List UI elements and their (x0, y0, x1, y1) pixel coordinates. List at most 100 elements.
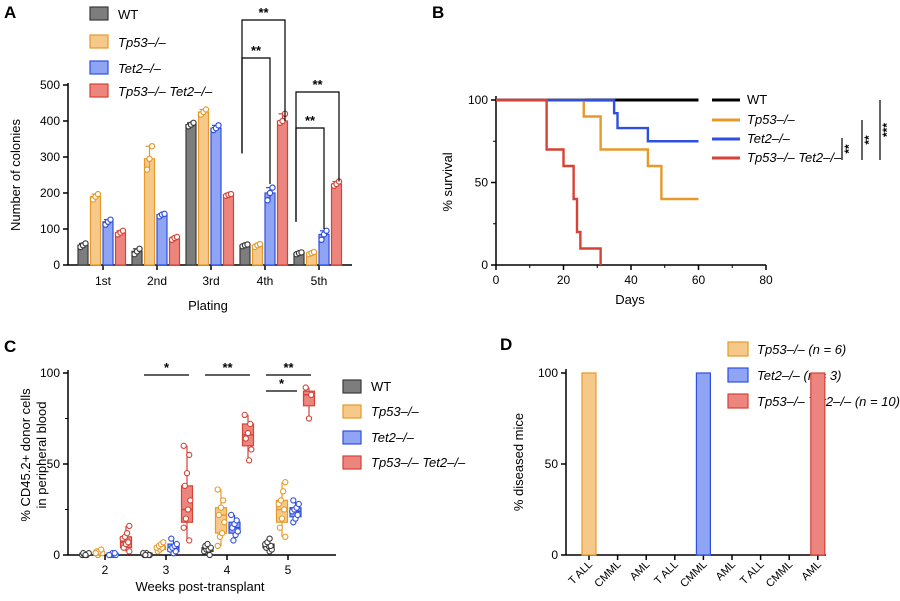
panel-a-point (143, 166, 151, 173)
panel-c-xtick-label: 5 (285, 563, 292, 577)
panel-b-xtick-label: 0 (493, 273, 500, 287)
legend-b-tet2: Tet2–/– (747, 131, 791, 146)
legend-d-dko: Tp53–/– Tet2–/– (n = 10) (757, 394, 900, 409)
panel-c-point (173, 540, 180, 548)
panel-a-point (279, 117, 286, 125)
panel-c-xtick-label: 4 (224, 563, 231, 577)
panel-c-point (214, 486, 221, 493)
panel-a-point (148, 142, 156, 150)
panel-a-point (227, 190, 235, 198)
panel-a-sig-label: ** (305, 113, 316, 128)
panel-c-point (234, 528, 241, 535)
panel-c-point (111, 550, 118, 557)
legend-swatch-wt (89, 6, 109, 21)
panel-d-ylabel: % diseased mice (511, 413, 526, 511)
panel-d-ytick-label: 50 (545, 457, 559, 471)
panel-c-point (180, 524, 187, 531)
panel-a-bar-tp53 (143, 158, 156, 266)
panel-d-legend: Tp53–/– (n = 6) Tet2–/– (n = 3) Tp53–/– … (727, 341, 900, 409)
panel-a-sig-bracket (241, 57, 271, 184)
panel-c-point (247, 420, 254, 428)
panel-c-point (282, 533, 289, 540)
legend-swatch-tp53 (89, 34, 109, 49)
panel-c-point (183, 469, 191, 477)
panel-b-xtick-label: 80 (759, 273, 773, 287)
panel-c-point (214, 542, 221, 550)
panel-b-xtick-label: 40 (624, 273, 638, 287)
panel-c-point (160, 539, 167, 546)
panel-c-point (244, 429, 252, 437)
legend-swatch-tet2 (89, 60, 109, 75)
panel-c-point (276, 524, 283, 531)
panel-c-point (182, 515, 190, 522)
panel-c-ytick-label: 50 (47, 457, 61, 471)
legend-tet2: Tet2–/– (118, 61, 162, 76)
panel-a-legend: WT Tp53–/– Tet2–/– Tp53–/– Tet2–/– (89, 6, 213, 99)
panel-c-point (92, 550, 99, 557)
panel-c-point (184, 506, 192, 513)
panel-d-ytick-label: 100 (538, 366, 558, 380)
panel-b-ylabel: % survival (440, 152, 455, 211)
panel-c-point (181, 482, 188, 489)
panel-c-xtick-label: 3 (163, 563, 170, 577)
panel-a-point (318, 236, 325, 243)
panel-a-sig-label: ** (251, 43, 262, 58)
panel-a-point (298, 249, 305, 256)
panel-a-xtick-label: 5th (311, 274, 328, 288)
panel-a-ytick-label: 0 (53, 258, 60, 272)
panel-d-xtick-label: CMML (764, 559, 795, 590)
panel-c-point (187, 497, 194, 504)
panel-b-xtick-label: 20 (557, 273, 571, 287)
panel-d-xtick-label: AML (628, 559, 652, 583)
panel-label-a: A (4, 3, 16, 22)
panel-b-ytick-label: 0 (481, 258, 488, 272)
legend-d-tet2: Tet2–/– (n = 3) (757, 368, 841, 383)
legend-c-wt: WT (371, 379, 391, 394)
panel-b-line-tet2 (496, 98, 699, 143)
panel-label-b: B (432, 3, 444, 22)
panel-c-ylabel-line1: % CD45.2+ donor cells (18, 388, 33, 522)
panel-d-ytick-label: 0 (551, 548, 558, 562)
panel-a-bar-tp53 (197, 111, 210, 266)
panel-c-sig-label: * (279, 376, 285, 391)
panel-a-point (161, 210, 168, 218)
panel-c-point (123, 530, 131, 537)
panel-c-sig-label: ** (283, 360, 294, 375)
panel-c-point (290, 497, 297, 504)
legend-c-swatch-wt (342, 379, 362, 394)
legend-c-swatch-tp53 (342, 404, 362, 419)
panel-c-point (266, 535, 273, 542)
panel-a-bar-dko (330, 183, 343, 266)
panel-b-line-tp53 (496, 98, 699, 201)
legend-swatch-dko (89, 83, 109, 98)
panel-a-point (256, 240, 264, 248)
panel-a-point (323, 227, 330, 234)
panel-a-ytick-label: 500 (40, 78, 60, 92)
legend-b-tp53: Tp53–/– (747, 112, 795, 127)
panel-c-point (218, 530, 226, 537)
panel-a-bar-dko (222, 194, 235, 266)
legend-c-tp53: Tp53–/– (371, 404, 419, 419)
panel-d-xtick-label: T ALL (738, 559, 767, 588)
panel-c-point (220, 497, 227, 504)
panel-a-point (94, 190, 102, 198)
panel-a-bar-tet2 (264, 192, 276, 266)
panel-c-point (305, 415, 313, 422)
panel-c-point (279, 488, 287, 495)
panel-a-bar-tet2 (210, 127, 222, 266)
panel-c-point (186, 537, 193, 544)
panel-c-point (242, 435, 249, 442)
panel-c-ytick-label: 100 (40, 366, 60, 380)
panel-c-point (245, 457, 253, 464)
legend-b-dko: Tp53–/– Tet2–/– (747, 150, 842, 165)
panel-a-bar-tet2 (156, 214, 168, 266)
legend-wt: WT (118, 7, 138, 22)
panel-c-point (295, 500, 302, 508)
panel-a-bar-tp53 (89, 196, 102, 266)
panel-b-line-dko (496, 98, 602, 265)
panel-d-bar-tp53 (581, 372, 597, 556)
panel-a-bar-dko (276, 120, 289, 266)
panel-a-point (190, 119, 197, 127)
panel-c-point (308, 391, 315, 398)
